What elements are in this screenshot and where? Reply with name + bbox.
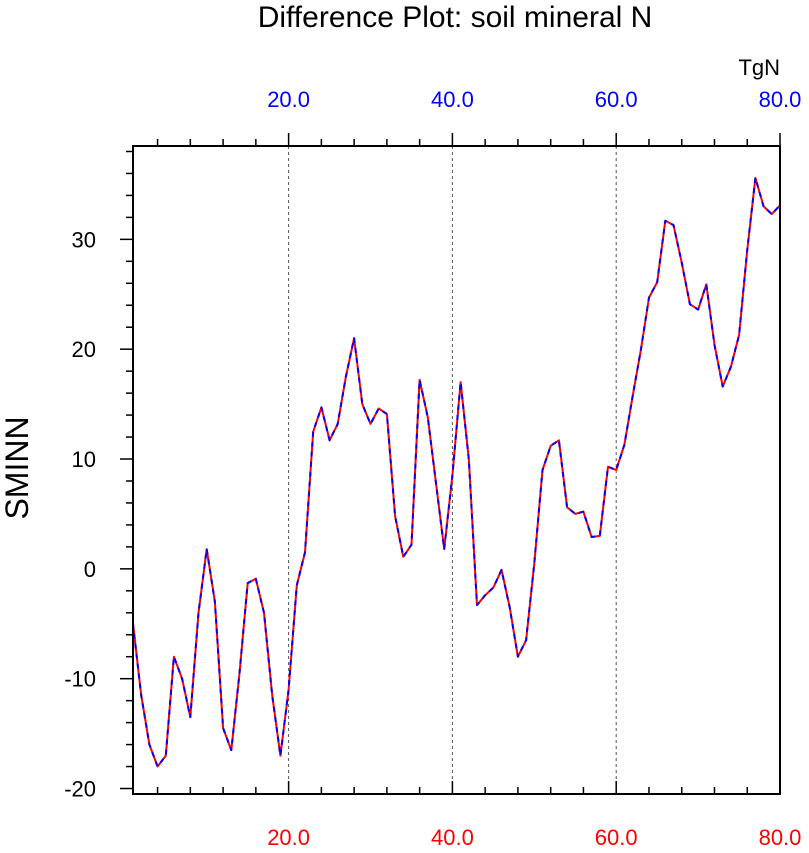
y-tick-label: 30 <box>72 227 96 252</box>
x-tick-label-bottom: 20.0 <box>267 825 310 850</box>
axes <box>120 133 781 795</box>
x-tick-label-top: 60.0 <box>595 87 638 112</box>
y-tick-label: 20 <box>72 337 96 362</box>
unit-label: TgN <box>738 55 780 80</box>
plot-frame <box>132 145 781 795</box>
x-tick-label-top: 20.0 <box>267 87 310 112</box>
y-tick-label: 0 <box>84 557 96 582</box>
x-tick-label-top: 80.0 <box>759 87 802 112</box>
x-tick-label-bottom: 80.0 <box>759 825 802 850</box>
x-tick-label-bottom: 60.0 <box>595 825 638 850</box>
y-tick-label: -10 <box>64 667 96 692</box>
chart-title: Difference Plot: soil mineral N <box>258 1 653 34</box>
series-line-2 <box>132 176 781 768</box>
tick-labels: 20.0 40.0 60.0 80.0 20.0 40.0 60.0 80.0 -20 -10 0 1… <box>64 87 801 850</box>
y-tick-label: -20 <box>64 777 96 802</box>
y-axis-label: SMINN <box>0 416 35 519</box>
y-tick-label: 10 <box>72 447 96 472</box>
x-tick-label-top: 40.0 <box>431 87 474 112</box>
x-tick-label-bottom: 40.0 <box>431 825 474 850</box>
series-lines <box>132 176 781 768</box>
